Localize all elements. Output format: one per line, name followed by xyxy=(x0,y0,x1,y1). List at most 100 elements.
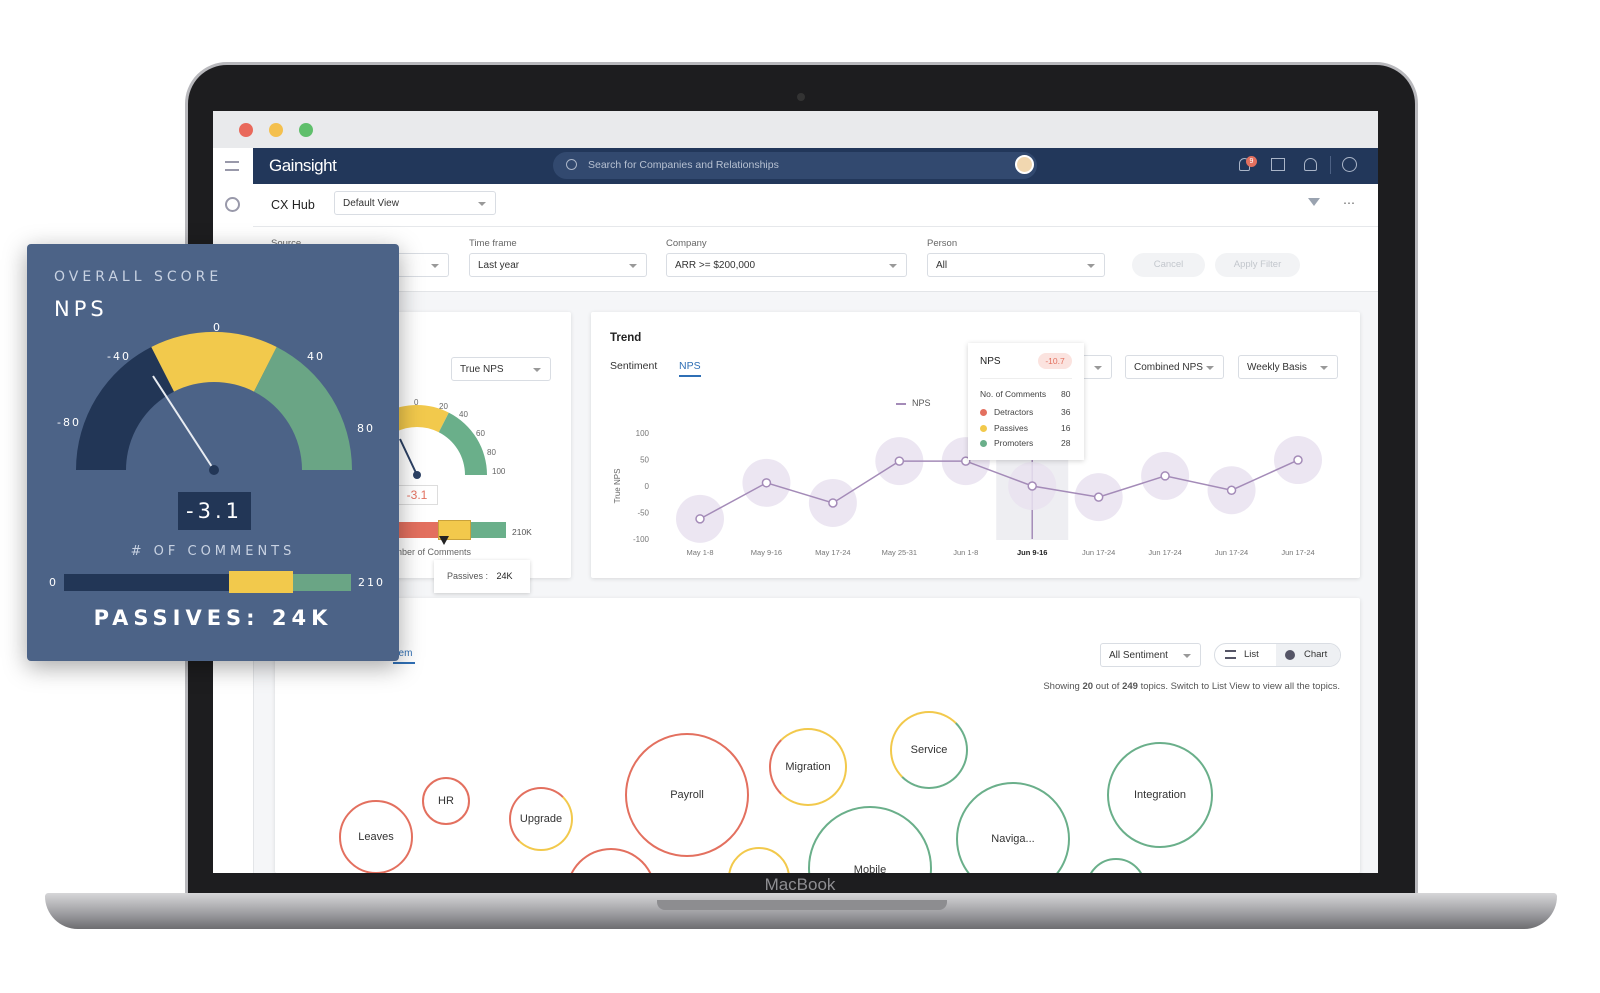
data-point xyxy=(1093,492,1104,502)
gauge-tick-label: 100 xyxy=(492,467,506,476)
topic-bubble[interactable]: HR xyxy=(422,777,470,825)
chart-icon xyxy=(1285,650,1295,660)
filter-label: Person xyxy=(927,238,958,249)
topic-bubble[interactable]: Naviga... xyxy=(956,782,1070,873)
comments-max: 210 xyxy=(358,576,385,589)
gauge-needle xyxy=(399,438,418,476)
data-point xyxy=(961,456,971,466)
comments-detractors xyxy=(64,574,229,591)
comments-passives xyxy=(229,571,293,593)
card-title: NPS xyxy=(54,297,108,321)
bar-promoters xyxy=(471,522,506,538)
bar-passives xyxy=(438,520,471,540)
x-tick-label: Jun 17-24 xyxy=(1082,548,1115,557)
brand: Gainsight xyxy=(269,156,337,175)
cursor xyxy=(439,536,449,550)
y-tick-label: -100 xyxy=(633,535,650,544)
gauge-segment xyxy=(254,347,353,470)
minimize-button[interactable] xyxy=(269,123,283,137)
topic-bubble[interactable] xyxy=(566,848,656,873)
sentiment-dropdown[interactable]: All Sentiment xyxy=(1100,643,1201,667)
filter-dropdown[interactable]: Last year xyxy=(469,253,647,277)
list-icon xyxy=(1225,650,1236,659)
summary-text: Showing xyxy=(1043,681,1080,692)
topic-bubble[interactable] xyxy=(1086,858,1146,873)
cancel-button[interactable]: Cancel xyxy=(1132,253,1205,277)
gauge-segment xyxy=(438,412,488,475)
tooltip-value: 24K xyxy=(496,571,513,581)
gauge-hub xyxy=(209,465,219,475)
gauge-tick-label: -80 xyxy=(57,416,81,429)
data-point xyxy=(1293,455,1303,465)
gauge-segment xyxy=(151,331,277,392)
filter-dropdown[interactable]: ARR >= $200,000 xyxy=(666,253,907,277)
bar-axis-label: Number of Comments xyxy=(383,547,472,557)
bubble-area: Leaves HR Upgrade Payroll Migration Serv… xyxy=(276,700,1359,873)
laptop-base xyxy=(45,893,1557,929)
comments-promoters xyxy=(293,574,351,591)
comments-min: 0 xyxy=(49,576,56,589)
topics-tab[interactable]: Item xyxy=(393,648,416,664)
chart-button[interactable]: Chart xyxy=(1304,649,1328,660)
page-title: CX Hub xyxy=(271,198,315,212)
legend-swatch xyxy=(896,403,906,405)
search-icon[interactable] xyxy=(225,197,240,212)
topic-bubble[interactable] xyxy=(728,847,790,873)
filter-icon[interactable] xyxy=(1308,198,1320,212)
gauge-tick-label: -40 xyxy=(107,350,131,363)
camera xyxy=(797,93,805,101)
tab-active[interactable]: NPS xyxy=(679,360,701,377)
x-tick-label: May 9-16 xyxy=(751,548,782,557)
trend-dropdown[interactable]: Weekly Basis xyxy=(1238,355,1338,379)
tooltip-row-value: 28 xyxy=(1061,438,1071,448)
list-button[interactable]: List xyxy=(1244,649,1259,660)
tooltip-row-value: 16 xyxy=(1061,422,1071,433)
topic-bubble[interactable]: Payroll xyxy=(625,733,749,857)
tooltip-row-value: 80 xyxy=(1061,389,1071,399)
tooltip-badge: -10.7 xyxy=(1038,353,1072,369)
tooltip-dot xyxy=(980,424,987,432)
view-dropdown[interactable]: Default View xyxy=(334,191,496,215)
summary-count: 20 xyxy=(1082,681,1094,692)
x-tick-label: Jun 17-24 xyxy=(1215,548,1248,557)
book-icon[interactable] xyxy=(1271,158,1285,171)
series-line xyxy=(699,459,1299,520)
more-icon[interactable]: ⋯ xyxy=(1343,196,1355,210)
tooltip-label: Passives : xyxy=(447,571,489,581)
topic-bubble[interactable]: Leaves xyxy=(339,800,413,873)
tooltip-row-value: 36 xyxy=(1061,407,1071,417)
close-button[interactable] xyxy=(239,123,253,137)
nps-selector[interactable]: True NPS xyxy=(451,357,551,381)
topic-bubble[interactable]: Integration xyxy=(1107,742,1213,848)
search-box[interactable] xyxy=(553,152,1037,179)
x-tick-label: May 25-31 xyxy=(882,548,917,557)
x-tick-label: Jun 17-24 xyxy=(1281,548,1314,557)
topics-summary: Showing 20 out of 249 topics. Switch to … xyxy=(1000,681,1340,692)
topic-bubble[interactable]: Migration xyxy=(769,728,847,806)
data-point xyxy=(695,514,705,524)
maximize-button[interactable] xyxy=(299,123,313,137)
filter-label: Company xyxy=(666,238,707,249)
topic-bubble[interactable]: Upgrade xyxy=(509,787,573,851)
apply-button[interactable]: Apply Filter xyxy=(1215,253,1300,277)
tab[interactable]: Sentiment xyxy=(610,360,658,372)
y-tick-label: -50 xyxy=(637,509,649,518)
tooltip-row-label: No. of Comments xyxy=(980,389,1047,399)
tooltip-title: NPS xyxy=(980,356,1001,367)
data-point xyxy=(828,498,838,508)
gauge-needle xyxy=(152,375,215,471)
filter-label: Time frame xyxy=(469,238,517,249)
trend-dropdown[interactable]: Combined NPS xyxy=(1125,355,1224,379)
x-tick-label: May 17-24 xyxy=(815,548,850,557)
avatar[interactable] xyxy=(1015,155,1034,174)
profile-icon[interactable] xyxy=(1342,157,1357,172)
gauge-tick-label: 40 xyxy=(307,350,325,363)
topic-bubble[interactable]: Service xyxy=(890,711,968,789)
bar-tooltip: Passives : 24K xyxy=(434,560,530,593)
menu-icon[interactable] xyxy=(225,161,239,171)
laptop-notch xyxy=(657,900,947,910)
topic-bubble[interactable]: Mobile xyxy=(808,806,932,873)
apps-icon[interactable] xyxy=(1304,158,1317,171)
gauge-tick-label: 20 xyxy=(439,402,448,411)
filter-dropdown[interactable]: All xyxy=(927,253,1105,277)
